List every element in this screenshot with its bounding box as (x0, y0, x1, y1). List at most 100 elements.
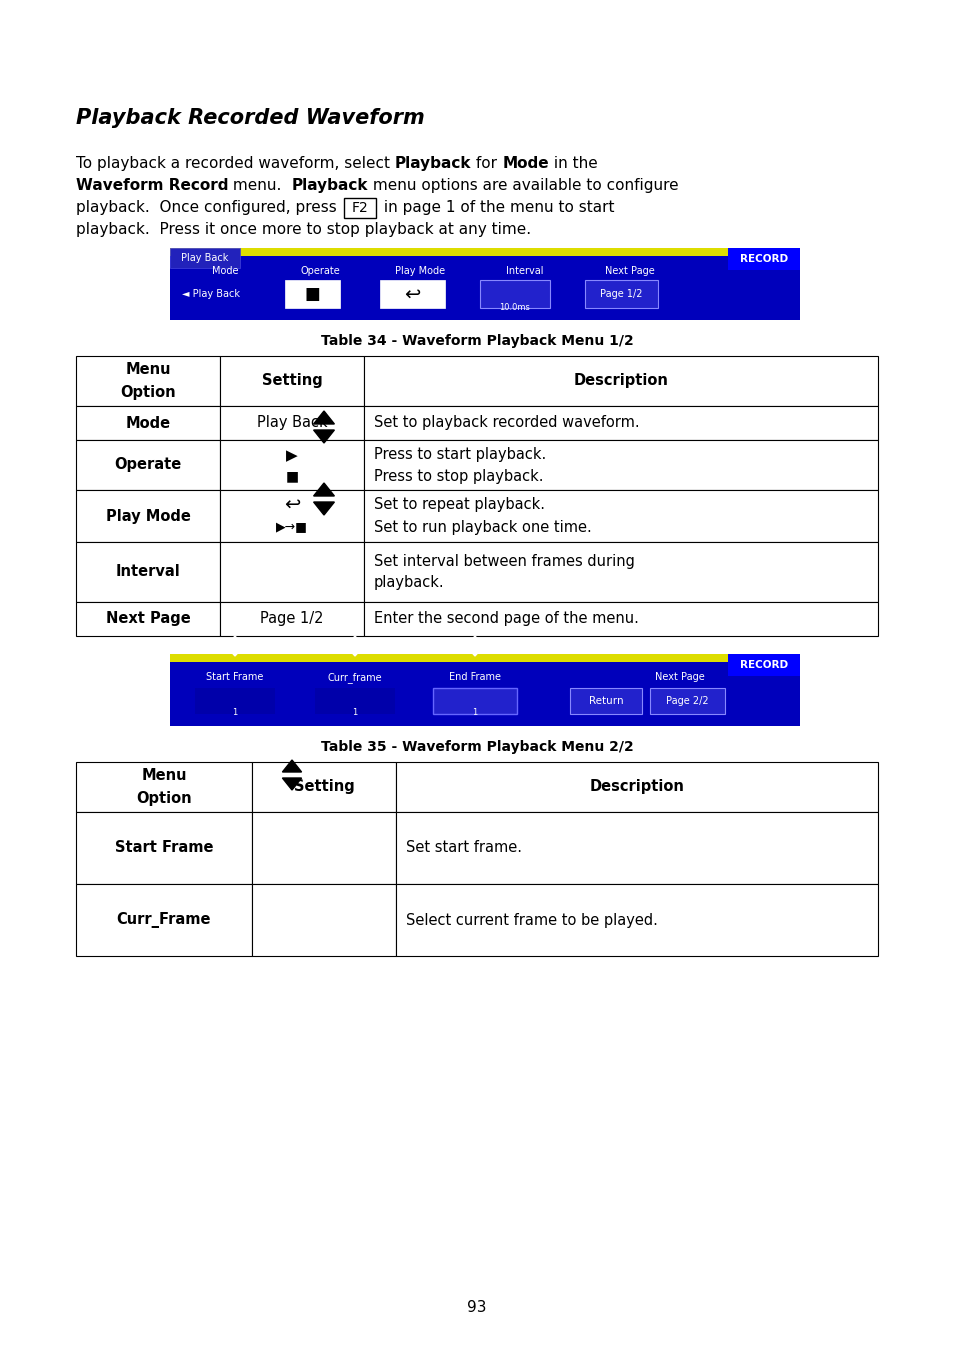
Text: Start Frame: Start Frame (206, 672, 263, 682)
Text: Waveform Record: Waveform Record (76, 178, 229, 193)
Text: ◄ Play Back: ◄ Play Back (182, 290, 240, 299)
FancyBboxPatch shape (569, 688, 641, 714)
Text: Interval: Interval (506, 265, 543, 276)
Text: Operate: Operate (114, 458, 181, 473)
FancyBboxPatch shape (285, 280, 339, 308)
FancyBboxPatch shape (76, 884, 252, 956)
Text: 1: 1 (352, 709, 357, 717)
Polygon shape (467, 636, 481, 644)
Text: Table 34 - Waveform Playback Menu 1/2: Table 34 - Waveform Playback Menu 1/2 (320, 334, 633, 348)
FancyBboxPatch shape (220, 490, 364, 541)
Polygon shape (282, 779, 301, 789)
Text: Set to run playback one time.: Set to run playback one time. (374, 520, 591, 535)
FancyBboxPatch shape (252, 884, 395, 956)
FancyBboxPatch shape (649, 688, 724, 714)
Text: RECORD: RECORD (740, 255, 787, 264)
FancyBboxPatch shape (76, 405, 220, 440)
Text: Play Back: Play Back (181, 253, 229, 263)
Text: ■: ■ (285, 469, 298, 484)
FancyBboxPatch shape (220, 405, 364, 440)
Polygon shape (314, 484, 335, 496)
Text: menu.: menu. (229, 178, 292, 193)
Text: Play Mode: Play Mode (395, 265, 445, 276)
Text: Mode: Mode (501, 156, 548, 171)
FancyBboxPatch shape (727, 655, 800, 676)
Polygon shape (314, 411, 335, 424)
Text: Play Mode: Play Mode (106, 509, 191, 524)
Text: Table 35 - Waveform Playback Menu 2/2: Table 35 - Waveform Playback Menu 2/2 (320, 740, 633, 754)
FancyBboxPatch shape (220, 541, 364, 602)
Text: Next Page: Next Page (604, 265, 654, 276)
Text: Mode: Mode (212, 265, 238, 276)
Text: Playback: Playback (292, 178, 368, 193)
Text: playback.: playback. (374, 575, 444, 590)
Text: Playback Recorded Waveform: Playback Recorded Waveform (76, 108, 424, 128)
Text: Curr_Frame: Curr_Frame (116, 912, 211, 928)
FancyBboxPatch shape (76, 490, 220, 541)
FancyBboxPatch shape (364, 541, 877, 602)
FancyBboxPatch shape (364, 356, 877, 405)
Text: Play Back: Play Back (256, 415, 327, 431)
Text: Playback: Playback (395, 156, 471, 171)
Polygon shape (467, 648, 481, 656)
Text: Description: Description (589, 780, 683, 795)
FancyBboxPatch shape (76, 541, 220, 602)
Text: Description: Description (573, 373, 668, 388)
FancyBboxPatch shape (76, 812, 252, 884)
Text: Set to playback recorded waveform.: Set to playback recorded waveform. (374, 415, 639, 431)
FancyBboxPatch shape (170, 248, 240, 268)
Polygon shape (314, 502, 335, 515)
Text: Page 1/2: Page 1/2 (260, 612, 323, 626)
Polygon shape (348, 636, 362, 644)
FancyBboxPatch shape (220, 602, 364, 636)
FancyBboxPatch shape (170, 248, 800, 321)
Text: Enter the second page of the menu.: Enter the second page of the menu. (374, 612, 639, 626)
FancyBboxPatch shape (584, 280, 658, 308)
Text: Setting: Setting (294, 780, 354, 795)
Text: Return: Return (588, 696, 622, 706)
FancyBboxPatch shape (364, 490, 877, 541)
Text: To playback a recorded waveform, select: To playback a recorded waveform, select (76, 156, 395, 171)
Text: ↩: ↩ (283, 496, 300, 515)
Text: ■: ■ (304, 286, 319, 303)
FancyBboxPatch shape (364, 440, 877, 490)
Text: Start Frame: Start Frame (114, 841, 213, 855)
Text: in page 1 of the menu to start: in page 1 of the menu to start (378, 199, 614, 216)
Polygon shape (228, 636, 242, 644)
Text: Mode: Mode (125, 415, 171, 431)
FancyBboxPatch shape (170, 655, 800, 726)
Text: Operate: Operate (300, 265, 339, 276)
Text: Interval: Interval (115, 564, 180, 579)
FancyBboxPatch shape (364, 405, 877, 440)
Text: F2: F2 (351, 201, 368, 216)
Text: End Frame: End Frame (449, 672, 500, 682)
FancyBboxPatch shape (379, 280, 444, 308)
Text: playback.  Once configured, press: playback. Once configured, press (76, 199, 341, 216)
FancyBboxPatch shape (395, 762, 877, 812)
Text: Set interval between frames during: Set interval between frames during (374, 555, 634, 570)
Text: Setting: Setting (261, 373, 322, 388)
Text: Menu
Option: Menu Option (120, 362, 175, 400)
Text: menu options are available to configure: menu options are available to configure (368, 178, 678, 193)
Text: playback.  Press it once more to stop playback at any time.: playback. Press it once more to stop pla… (76, 222, 531, 237)
FancyBboxPatch shape (395, 884, 877, 956)
FancyBboxPatch shape (479, 280, 550, 308)
Text: Press to start playback.: Press to start playback. (374, 446, 546, 462)
FancyBboxPatch shape (76, 356, 220, 405)
Text: ▶: ▶ (286, 449, 297, 463)
Text: RECORD: RECORD (740, 660, 787, 669)
Text: Page 2/2: Page 2/2 (665, 696, 707, 706)
Polygon shape (282, 760, 301, 772)
Text: 93: 93 (467, 1300, 486, 1315)
Text: 10.0ms: 10.0ms (499, 303, 530, 313)
FancyBboxPatch shape (252, 762, 395, 812)
Text: Page 1/2: Page 1/2 (599, 290, 641, 299)
FancyBboxPatch shape (252, 812, 395, 884)
Text: Next Page: Next Page (106, 612, 191, 626)
Polygon shape (507, 1043, 521, 1051)
Text: Select current frame to be played.: Select current frame to be played. (406, 912, 658, 928)
FancyBboxPatch shape (220, 440, 364, 490)
FancyBboxPatch shape (433, 688, 517, 714)
Text: 1: 1 (472, 709, 477, 717)
FancyBboxPatch shape (194, 688, 274, 714)
